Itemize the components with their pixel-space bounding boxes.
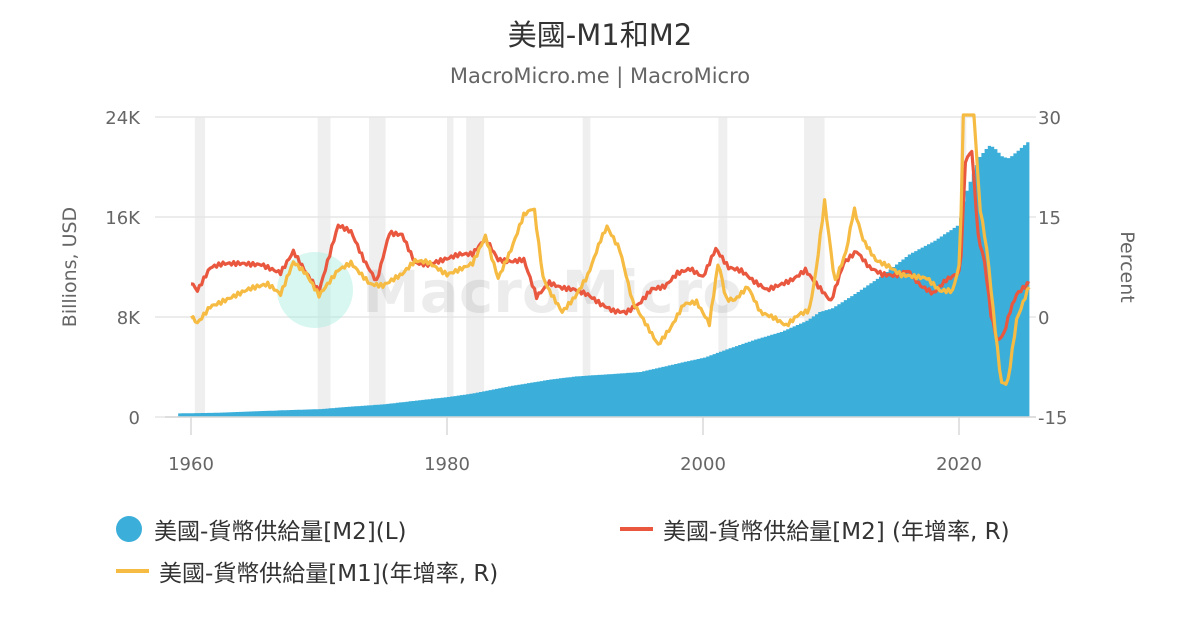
recession-band <box>194 117 206 417</box>
x-axis-ticks: 1960 1980 2000 2020 <box>168 417 982 475</box>
recession-band <box>368 117 386 417</box>
recession-band <box>317 117 331 417</box>
x-tick-label: 2000 <box>680 454 726 475</box>
y-right-tick-label: 30 <box>1038 108 1061 129</box>
x-tick-label: 1960 <box>168 454 214 475</box>
m2-level-area <box>178 139 1030 417</box>
y-left-tick-label: 0 <box>129 408 140 429</box>
legend-label: 美國-貨幣供給量[M2](L) <box>154 519 407 545</box>
recession-band <box>447 117 454 417</box>
chart-subtitle: MacroMicro.me | MacroMicro <box>449 64 751 88</box>
legend-label: 美國-貨幣供給量[M1](年增率, R) <box>159 561 499 587</box>
legend-item-m2-yoy[interactable]: 美國-貨幣供給量[M2] (年增率, R) <box>620 512 1010 546</box>
legend-label: 美國-貨幣供給量[M2] (年增率, R) <box>663 519 1010 545</box>
legend-item-m1-yoy[interactable]: 美國-貨幣供給量[M1](年增率, R) <box>116 554 498 588</box>
legend-line-icon <box>116 569 149 573</box>
m1-yoy-line <box>190 113 1031 386</box>
y-axis-left-ticks: 0 8K 16K 24K <box>105 108 141 429</box>
y-axis-right-label: Percent <box>1116 231 1138 303</box>
y-right-tick-label: 0 <box>1038 308 1049 329</box>
legend-circle-icon <box>116 516 142 542</box>
y-left-tick-label: 16K <box>105 208 141 229</box>
recession-band <box>582 117 591 417</box>
watermark-text: MacroMicro <box>362 258 742 326</box>
chart-plot: MacroMicro 1960 1980 2000 2020 0 8K 16K 24K -1… <box>59 108 1138 475</box>
y-left-tick-label: 8K <box>117 308 141 329</box>
legend-line-icon <box>620 527 653 531</box>
y-axis-right-ticks: -15 0 15 30 <box>1038 108 1067 429</box>
y-left-tick-label: 24K <box>105 108 141 129</box>
y-right-tick-label: -15 <box>1038 408 1067 429</box>
recession-band <box>466 117 485 417</box>
y-axis-left-label: Billions, USD <box>59 207 81 327</box>
x-tick-label: 2020 <box>936 454 982 475</box>
m2-yoy-line <box>190 149 1030 342</box>
y-right-tick-label: 15 <box>1038 208 1061 229</box>
x-tick-label: 1980 <box>424 454 470 475</box>
chart-title: 美國-M1和M2 <box>507 18 693 52</box>
legend-item-m2-level[interactable]: 美國-貨幣供給量[M2](L) <box>116 512 406 546</box>
recession-band <box>718 117 728 417</box>
legend: 美國-貨幣供給量[M2](L) 美國-貨幣供給量[M2] (年增率, R) 美國… <box>0 500 1200 600</box>
